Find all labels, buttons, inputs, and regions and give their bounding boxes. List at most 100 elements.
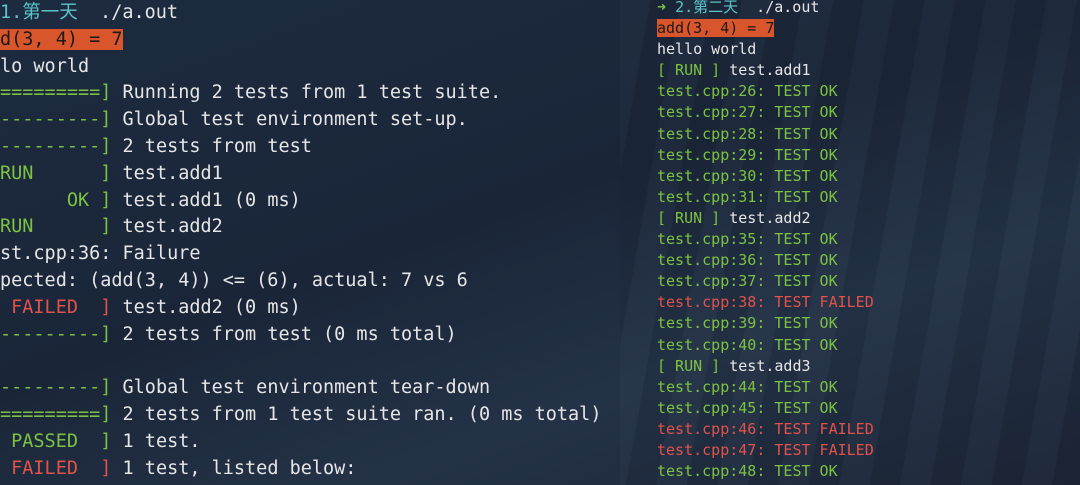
terminal-day1: 1.第一天 ./a.out d(3, 4) = 7 lo world ========… [0, 0, 601, 483]
terminal-line: [ RUN ] test.add2 [657, 208, 874, 229]
output-text: test.cpp:28: TEST OK [657, 124, 838, 143]
output-text: test.cpp:40: TEST OK [657, 335, 838, 354]
terminal-line: ---------] Global test environment set-u… [0, 107, 601, 134]
background-image [620, 0, 1080, 485]
output-text: ---------] [0, 109, 112, 131]
terminal-line: test.cpp:27: TEST OK [657, 102, 874, 123]
terminal-line: ---------] Global test environment tear-… [0, 375, 601, 402]
output-text: ./a.out [77, 2, 179, 23]
output-text: 1 test. [111, 430, 201, 452]
output-text: test.cpp:26: TEST OK [657, 82, 838, 101]
output-text: RUN ] [0, 216, 112, 238]
output-text: OK ] [0, 189, 112, 211]
output-text: test.cpp:48: TEST OK [657, 462, 838, 481]
terminal-line: test.cpp:40: TEST OK [657, 335, 874, 356]
output-text: test.cpp:47: TEST FAILED [657, 440, 874, 459]
terminal-line [0, 348, 601, 375]
terminal-line: test.cpp:48: TEST OK [657, 461, 874, 482]
terminal-day2: ➜ 2.第二天 ./a.out add(3, 4) = 7 hello world[… [657, 0, 874, 482]
terminal-line: FAILED ] 1 test, listed below: [0, 456, 601, 483]
output-text: test.add2 [111, 216, 223, 238]
terminal-line: test.cpp:35: TEST OK [657, 229, 874, 250]
terminal-line: test.cpp:37: TEST OK [657, 271, 874, 292]
output-text: test.cpp:36: TEST OK [657, 251, 838, 270]
highlighted-output: add(3, 4) = 7 [657, 19, 775, 38]
output-text: test.cpp:27: TEST OK [657, 103, 838, 122]
terminal-line: test.cpp:36: TEST OK [657, 250, 874, 271]
terminal-line: ---------] 2 tests from test (0 ms total… [0, 322, 601, 349]
terminal-line: lo world [0, 54, 601, 81]
output-text: ➜ [657, 0, 676, 16]
terminal-line: hello world [657, 39, 874, 60]
terminal-line: add(3, 4) = 7 [657, 18, 874, 39]
output-text: Running 2 tests from 1 test suite. [111, 82, 502, 104]
terminal-line: test.cpp:28: TEST OK [657, 124, 874, 145]
output-text: 2 tests from test (0 ms total) [111, 323, 457, 345]
output-text: test.cpp:39: TEST OK [657, 314, 838, 333]
output-text: [ RUN ] [657, 356, 721, 375]
terminal-line: test.cpp:45: TEST OK [657, 398, 874, 419]
output-text: ./a.out [738, 0, 820, 16]
terminal-line: st.cpp:36: Failure [0, 241, 601, 268]
output-text: test.cpp:29: TEST OK [657, 145, 838, 164]
output-text: test.add2 [720, 208, 811, 227]
output-text: ---------] [0, 323, 112, 345]
output-text: 1.第一天 [0, 2, 78, 23]
output-text: =========] [0, 82, 112, 104]
terminal-line: d(3, 4) = 7 [0, 27, 601, 54]
output-text: 2.第二天 [675, 0, 739, 16]
terminal-line: test.cpp:31: TEST OK [657, 187, 874, 208]
output-text: test.add2 (0 ms) [111, 296, 301, 318]
output-text: test.cpp:38: TEST FAILED [657, 293, 874, 312]
output-text: [ RUN ] [657, 208, 721, 227]
output-text: pected: (add(3, 4)) <= (6), actual: 7 vs… [0, 269, 468, 291]
terminal-line: test.cpp:30: TEST OK [657, 166, 874, 187]
output-text: test.cpp:37: TEST OK [657, 272, 838, 291]
output-text: ---------] [0, 135, 112, 157]
output-text: test.add1 (0 ms) [111, 189, 301, 211]
terminal-line: 1.第一天 ./a.out [0, 0, 601, 27]
terminal-line: OK ] test.add1 (0 ms) [0, 188, 601, 215]
output-text: test.cpp:30: TEST OK [657, 166, 838, 185]
terminal-line: test.cpp:44: TEST OK [657, 377, 874, 398]
terminal-line: RUN ] test.add1 [0, 161, 601, 188]
terminal-line: test.cpp:46: TEST FAILED [657, 419, 874, 440]
terminal-line: test.cpp:47: TEST FAILED [657, 440, 874, 461]
output-text: test.add3 [720, 356, 811, 375]
terminal-line: RUN ] test.add2 [0, 214, 601, 241]
output-text: st.cpp:36: Failure [0, 243, 201, 265]
highlighted-output: d(3, 4) = 7 [0, 28, 123, 50]
terminal-line: [ RUN ] test.add1 [657, 60, 874, 81]
terminal-line: ---------] 2 tests from test [0, 134, 601, 161]
output-text: Global test environment set-up. [111, 109, 468, 131]
output-text: FAILED ] [0, 457, 112, 479]
output-text: test.add1 [720, 61, 811, 80]
terminal-line: FAILED ] test.add2 (0 ms) [0, 295, 601, 322]
terminal-line: =========] 2 tests from 1 test suite ran… [0, 402, 601, 429]
terminal-line: =========] Running 2 tests from 1 test s… [0, 80, 601, 107]
output-text: FAILED ] [0, 296, 112, 318]
output-text: PASSED ] [0, 430, 112, 452]
output-text: test.add1 [111, 162, 223, 184]
terminal-line: test.cpp:38: TEST FAILED [657, 292, 874, 313]
output-text: [ RUN ] [657, 61, 721, 80]
output-text: test.cpp:45: TEST OK [657, 398, 838, 417]
output-text: 2 tests from 1 test suite ran. (0 ms tot… [111, 403, 602, 425]
output-text: 1 test, listed below: [111, 457, 357, 479]
output-text: Global test environment tear-down [111, 377, 491, 399]
output-text: lo world [0, 55, 90, 77]
output-text: test.cpp:35: TEST OK [657, 230, 838, 249]
terminal-line: test.cpp:29: TEST OK [657, 145, 874, 166]
output-text: 2 tests from test [111, 135, 312, 157]
output-text: test.cpp:31: TEST OK [657, 187, 838, 206]
terminal-line: pected: (add(3, 4)) <= (6), actual: 7 vs… [0, 268, 601, 295]
terminal-line: [ RUN ] test.add3 [657, 356, 874, 377]
output-text: ---------] [0, 377, 112, 399]
output-text: =========] [0, 403, 112, 425]
output-text: hello world [657, 40, 757, 59]
output-text: RUN ] [0, 162, 112, 184]
terminal-line: test.cpp:39: TEST OK [657, 313, 874, 334]
terminal-line: ➜ 2.第二天 ./a.out [657, 0, 874, 18]
output-text: test.cpp:46: TEST FAILED [657, 419, 874, 438]
terminal-line: test.cpp:26: TEST OK [657, 81, 874, 102]
